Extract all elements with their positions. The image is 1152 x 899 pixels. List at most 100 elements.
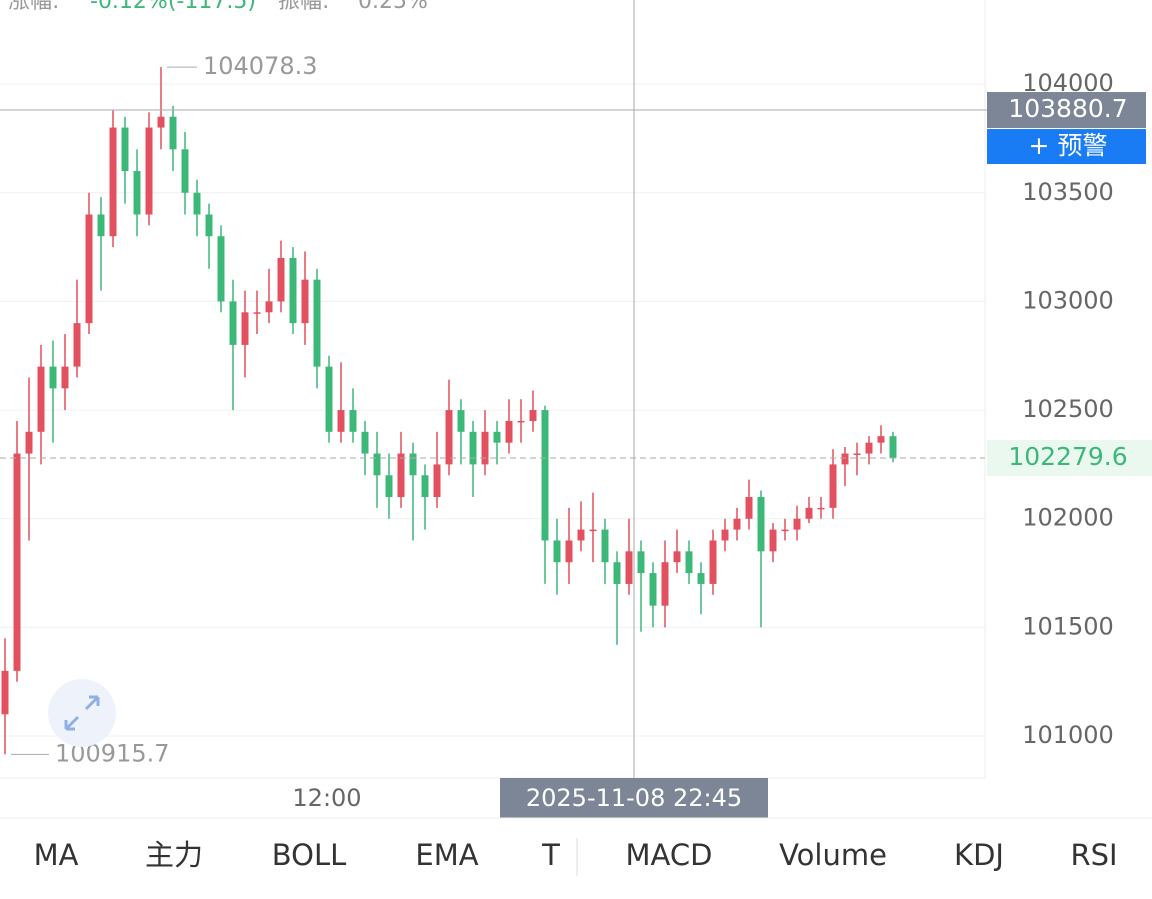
crosshair-time: 2025-11-08 22:45 — [526, 784, 742, 812]
candle-body — [781, 529, 789, 532]
indicator-tab[interactable]: BOLL — [272, 838, 347, 872]
candle-body — [181, 149, 189, 193]
candle-body — [661, 562, 669, 606]
candle-body — [157, 116, 165, 128]
candle-body — [445, 410, 453, 465]
candle-body — [841, 453, 849, 465]
candle-body — [745, 497, 753, 519]
candle-body — [193, 192, 201, 215]
candle-body — [805, 507, 813, 519]
candle-body — [241, 312, 249, 345]
candle-body — [517, 420, 525, 423]
candle-body — [565, 540, 573, 563]
candle-body — [325, 366, 333, 432]
candle-body — [493, 431, 501, 443]
candle-body — [649, 573, 657, 606]
expand-icon — [64, 695, 100, 731]
y-tick-label: 103000 — [1022, 286, 1114, 314]
candle-body — [697, 573, 705, 584]
indicator-tab[interactable]: EMA — [415, 838, 478, 872]
candle-body — [337, 410, 345, 432]
candle-body — [613, 562, 621, 584]
indicator-tab[interactable]: MACD — [626, 838, 713, 872]
candle-body — [577, 529, 585, 541]
candle-body — [1, 670, 9, 715]
candle-body — [829, 464, 837, 508]
crosshair-time-box — [500, 778, 768, 818]
candle-body — [37, 366, 45, 432]
candle-body — [589, 529, 597, 532]
expand-button[interactable] — [48, 679, 116, 747]
candle-body — [481, 431, 489, 465]
candle-body — [313, 279, 321, 367]
candle-body — [25, 431, 33, 454]
candle-body — [721, 529, 729, 541]
y-tick-label: 101000 — [1022, 721, 1114, 749]
candle-body — [229, 301, 237, 345]
candle-body — [505, 420, 513, 443]
candle-body — [541, 410, 549, 541]
indicator-tab[interactable]: T — [541, 838, 560, 872]
candle-body — [769, 529, 777, 552]
candle-body — [397, 453, 405, 498]
candle-body — [361, 431, 369, 454]
candle-body — [109, 127, 117, 237]
candle-body — [205, 214, 213, 237]
amplitude-value: 0.25% — [358, 0, 428, 14]
amplitude-label: 振幅: — [278, 0, 329, 14]
crosshair-price: 103880.7 — [1008, 94, 1127, 123]
last-price-box — [987, 439, 1152, 476]
candle-body — [793, 518, 801, 530]
candle-body — [97, 214, 105, 237]
candle-body — [133, 171, 141, 215]
candle-body — [49, 366, 57, 389]
candle-body — [865, 442, 873, 454]
candle-body — [757, 497, 765, 552]
candle-body — [685, 551, 693, 574]
candle-body — [85, 214, 93, 324]
candle-body — [385, 475, 393, 498]
candle-body — [145, 127, 153, 215]
candle-body — [61, 366, 69, 389]
indicator-tabs: MA 主力 BOLL EMA T MACD Volume KDJ RSI — [34, 838, 1118, 872]
alert-button[interactable] — [987, 129, 1146, 165]
candle-body — [169, 116, 177, 150]
candles — [1, 67, 897, 755]
candle-body — [877, 436, 885, 443]
candle-body — [733, 518, 741, 530]
candle-body — [217, 236, 225, 302]
candle-body — [121, 127, 129, 172]
indicator-tab[interactable]: MA — [34, 838, 79, 872]
indicator-tab[interactable]: Volume — [779, 838, 887, 872]
candle-body — [625, 551, 633, 584]
y-tick-label: 102000 — [1022, 504, 1114, 532]
max-label: 104078.3 — [203, 52, 318, 80]
candle-body — [409, 453, 417, 476]
indicator-tab[interactable]: KDJ — [954, 838, 1004, 872]
candle-body — [421, 475, 429, 498]
y-tick-label: 103500 — [1022, 178, 1114, 206]
candle-body — [469, 431, 477, 465]
candle-body — [13, 453, 21, 671]
y-tick-label: 101500 — [1022, 612, 1114, 640]
x-tick-label: 12:00 — [292, 784, 361, 812]
indicator-tab[interactable]: RSI — [1070, 838, 1117, 872]
candle-body — [553, 540, 561, 563]
candle-body — [529, 410, 537, 421]
candle-body — [289, 257, 297, 324]
candle-body — [457, 410, 465, 432]
candle-body — [601, 529, 609, 563]
alert-label[interactable]: + 预警 — [1029, 131, 1108, 160]
candle-body — [265, 301, 273, 313]
candle-body — [673, 551, 681, 563]
y-tick-label: 102500 — [1022, 395, 1114, 423]
change-label: 涨幅: — [8, 0, 59, 14]
crosshair-price-box — [987, 92, 1146, 129]
candle-body — [637, 551, 645, 574]
indicator-tab[interactable]: 主力 — [145, 838, 203, 872]
candle-body — [709, 540, 717, 584]
last-price: 102279.6 — [1008, 442, 1127, 471]
